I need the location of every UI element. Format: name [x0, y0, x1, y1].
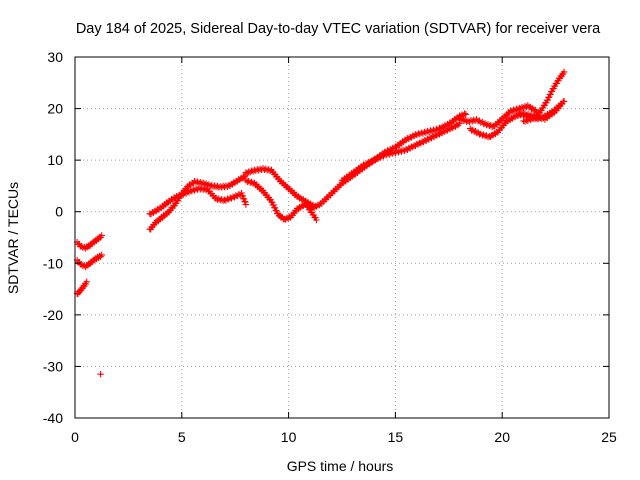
data-point	[83, 278, 90, 285]
x-tick-labels: 0 5 10 15 20 25	[71, 429, 617, 445]
y-tick-label: -40	[43, 410, 63, 426]
x-tick-label: 20	[494, 429, 510, 445]
data-point	[79, 244, 86, 251]
x-tick-label: 25	[601, 429, 617, 445]
data-point	[422, 129, 430, 136]
data-point	[445, 125, 452, 132]
data-point	[402, 146, 410, 153]
data-point	[98, 232, 105, 239]
data-point	[97, 371, 104, 378]
y-tick-label: 0	[55, 204, 63, 220]
data-point	[229, 193, 237, 200]
series-track-b	[73, 251, 105, 271]
data-point	[235, 191, 242, 198]
x-tick-label: 0	[71, 429, 79, 445]
series-track-j	[456, 102, 540, 130]
data-point	[242, 198, 249, 206]
x-tick-label: 10	[281, 429, 297, 445]
data-point	[98, 251, 105, 259]
data-point	[248, 178, 255, 186]
series-track-m	[516, 100, 566, 123]
data-point	[273, 207, 280, 214]
data-point	[521, 103, 529, 110]
y-tick-label: -30	[43, 358, 63, 374]
series-track-a	[73, 232, 105, 252]
y-tick-label: -10	[43, 255, 63, 271]
data-point	[462, 111, 470, 118]
series-track-e	[146, 184, 250, 218]
data-point	[461, 110, 468, 117]
data-point	[242, 201, 250, 208]
data-point	[426, 134, 434, 141]
data-point	[453, 121, 460, 128]
data-point	[362, 160, 370, 167]
data-point	[416, 131, 423, 138]
series-outlier	[97, 371, 104, 378]
data-point	[401, 147, 408, 154]
data-point	[398, 148, 405, 155]
data-point	[197, 179, 204, 186]
data-point	[365, 158, 372, 166]
series-track-h	[306, 110, 470, 213]
data-point	[181, 189, 188, 197]
data-point	[424, 135, 431, 143]
data-point	[309, 204, 316, 211]
series-track-f	[242, 165, 318, 211]
data-point	[215, 195, 222, 202]
x-tick-label: 15	[388, 429, 404, 445]
data-point	[313, 216, 320, 224]
data-point	[560, 68, 568, 76]
series-track-d	[146, 171, 250, 233]
x-axis-label: GPS time / hours	[287, 458, 394, 474]
series-track-i	[338, 120, 463, 184]
y-tick-label: -20	[43, 307, 63, 323]
y-tick-label: 20	[47, 101, 63, 117]
data-point	[487, 122, 494, 129]
data-point	[178, 190, 185, 198]
y-tick-label: 10	[47, 152, 63, 168]
series-track-c	[73, 278, 90, 298]
y-tick-label: 30	[47, 49, 63, 65]
axis-ticks	[74, 56, 610, 419]
data-point	[269, 199, 276, 206]
chart-title: Day 184 of 2025, Sidereal Day-to-day VTE…	[76, 21, 601, 37]
data-point	[450, 122, 458, 130]
plot-frame	[74, 56, 610, 419]
data-point	[558, 100, 566, 108]
x-tick-label: 5	[178, 429, 186, 445]
data-point	[547, 91, 554, 98]
data-point	[429, 133, 436, 140]
data-marks	[73, 68, 568, 378]
data-point	[370, 156, 378, 163]
y-tick-labels: 30 20 10 0 -10 -20 -30 -40	[43, 49, 63, 426]
series-track-g	[242, 177, 320, 224]
grid	[75, 57, 609, 418]
data-point	[239, 192, 246, 200]
y-axis-label: SDTVAR / TECUs	[5, 182, 21, 294]
data-point	[483, 132, 490, 139]
data-point	[265, 166, 272, 173]
data-point	[232, 192, 240, 199]
data-point	[389, 144, 396, 152]
